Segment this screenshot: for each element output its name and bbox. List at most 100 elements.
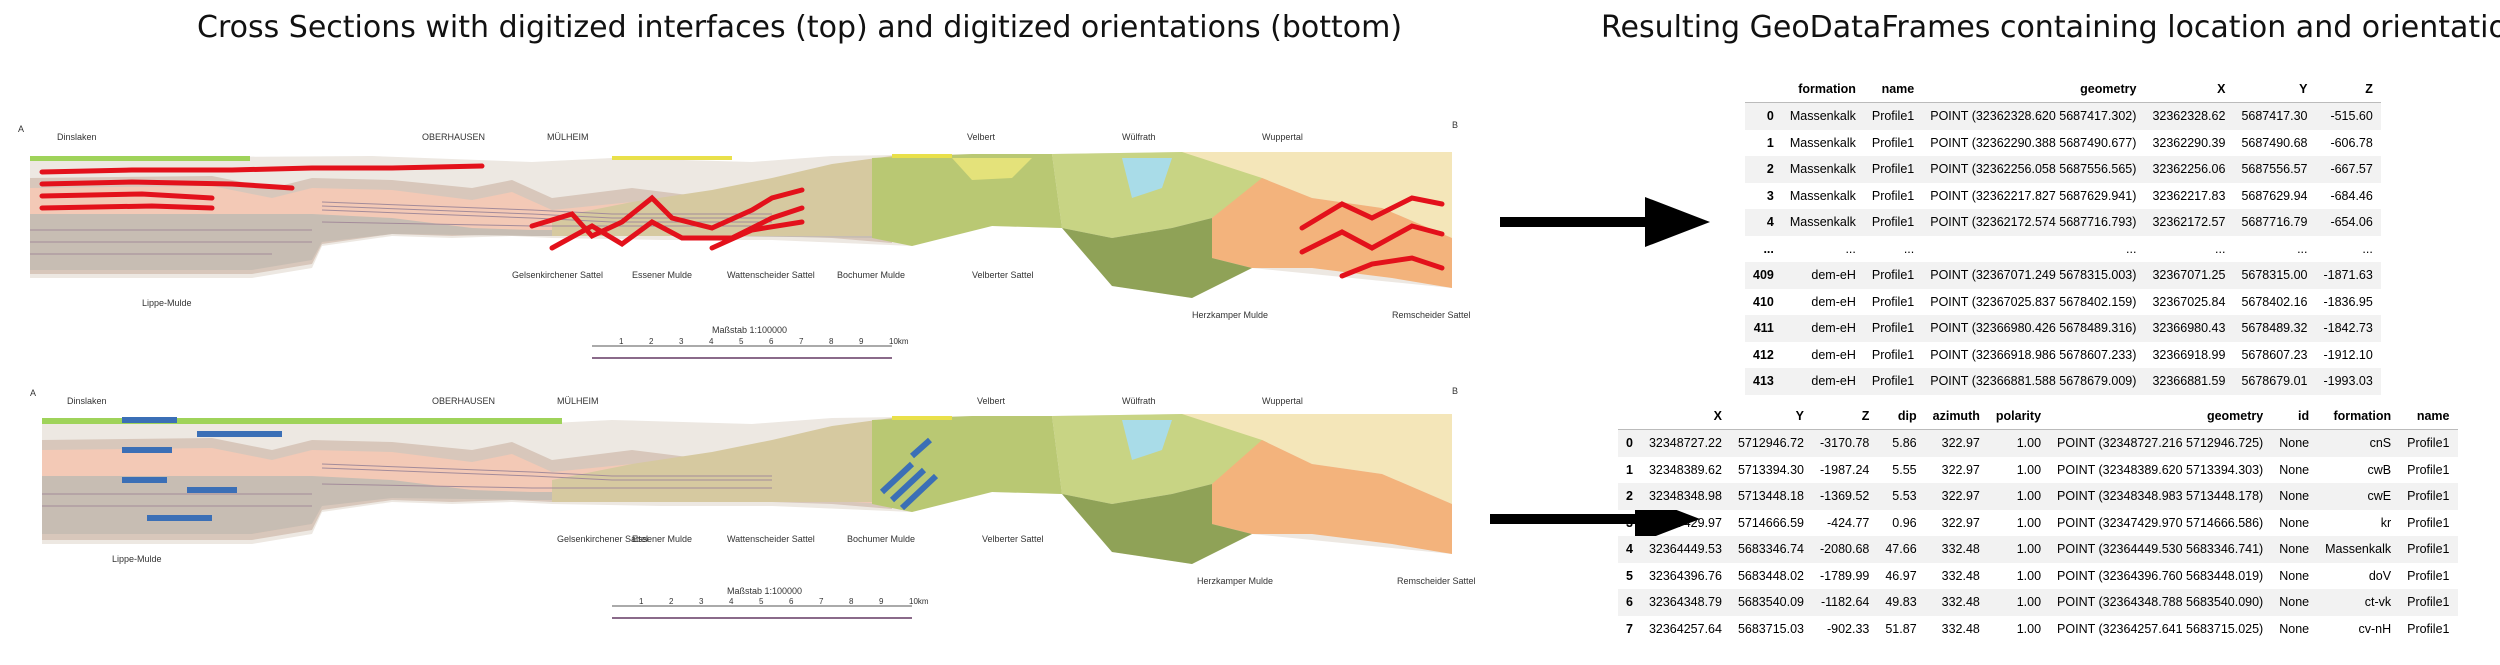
table-cell: 32362217.83 [2152,188,2226,203]
scale-tick-label: 10km [889,337,909,346]
place-label: MÜLHEIM [557,396,599,406]
row-index: 1 [1626,462,1633,477]
section-end-right: B [1452,120,1458,130]
table-cell: 5683540.09 [1729,589,1812,616]
column-header: Z [1812,403,1878,430]
table-cell: 332.48 [1941,568,1980,583]
row-index: 413 [1745,368,1782,395]
table-cell: Profile1 [2399,536,2458,563]
table-cell: cnS [2317,429,2400,457]
row-index: 2 [1618,483,1641,510]
table-cell: 32362290.39 [2152,135,2226,150]
digitized-orientations [122,417,939,521]
place-label: Wülfrath [1122,132,1156,142]
row-index: 7 [1626,621,1633,636]
table-cell: -1871.63 [2315,262,2381,289]
scale-label: Maßstab 1:100000 [712,325,787,335]
structure-label: Essener Mulde [632,270,692,280]
table-cell: POINT (32364396.760 5683448.019) [2057,568,2264,583]
table-cell: 5683715.03 [1737,621,1804,636]
table-cell: -1993.03 [2315,368,2381,395]
table-row: 2 Massenkalk Profile1 POINT (32362256.058 5… [1745,156,2381,183]
table-cell: 32364257.64 [1648,621,1722,636]
table-cell: Massenkalk [1781,102,1864,130]
table-cell: -3170.78 [1812,429,1878,457]
scale-tick-label: 3 [699,597,704,606]
table-cell: Massenkalk [2317,536,2400,563]
column-header: id [2271,403,2318,430]
table-row: 412 dem-eH Profile1 POINT (32366918.986 567… [1745,342,2381,369]
column-header: geometry [2049,403,2272,430]
scale-label: Maßstab 1:100000 [727,586,802,596]
table-cell: 332.48 [1941,621,1980,636]
table-cell: POINT (32362172.574 5687716.793) [1922,209,2145,236]
table-cell: -684.46 [2330,188,2373,203]
scale-tick-label: 8 [829,337,834,346]
table-cell: ... [2297,241,2308,256]
table-cell: ... [2362,241,2373,256]
table-cell: 5712946.72 [1729,429,1812,457]
table-cell: 49.83 [1877,589,1925,616]
table-cell: 322.97 [1924,483,1988,510]
place-label: OBERHAUSEN [432,396,495,406]
table-cell: Profile1 [1863,209,1923,236]
interfaces-geodataframe: formation name geometry X Y Z 0 Massenkalk Prof… [1745,76,2381,395]
table-cell: None [2271,536,2318,563]
table-cell: 0.96 [1892,515,1917,530]
scale-tick-label: 8 [849,597,854,606]
table-cell: 32366980.43 [2144,315,2234,342]
table-cell: ct-vk [2317,589,2400,616]
table-cell: 5713448.18 [1729,483,1812,510]
section-end-left: A [18,124,24,134]
table-cell: 5683346.74 [1729,536,1812,563]
column-header: polarity [1987,403,2050,430]
table-cell: None [2279,462,2310,477]
table-cell: -1182.64 [1812,589,1878,616]
table-cell: dem-eH [1811,347,1856,362]
table-cell: Profile1 [1863,262,1923,289]
place-label: Dinslaken [57,132,97,142]
column-header [1618,403,1641,430]
table-cell: 47.66 [1877,536,1925,563]
row-index: 5 [1626,568,1633,583]
table-row: 1 32348389.62 5713394.30 -1987.24 5.55 322.97… [1618,457,2458,484]
column-header: formation [2317,403,2400,430]
table-cell: doV [2368,568,2392,583]
table-cell: 5.53 [1877,483,1925,510]
table-row: 0 32348727.22 5712946.72 -3170.78 5.86 322.97… [1618,429,2458,457]
table-row: 413 dem-eH Profile1 POINT (32366881.588 567… [1745,368,2381,395]
table-cell: 32362328.62 [2144,102,2234,130]
table-cell: ... [1903,241,1915,256]
table-cell: POINT (32366918.986 5678607.233) [1930,347,2137,362]
scale-tick-label: 2 [649,337,654,346]
table-cell: 322.97 [1941,515,1980,530]
scale-tick-label: 9 [879,597,884,606]
right-arrow-icon [1500,193,1710,258]
table-cell: Profile1 [1871,347,1915,362]
row-index: 1 [1766,135,1774,150]
table-cell: 1.00 [1987,536,2050,563]
digitized-interfaces [39,163,1445,279]
right-heading: Resulting GeoDataFrames containing locat… [1601,10,2500,45]
table-row: 410 dem-eH Profile1 POINT (32367025.837 567… [1745,289,2381,316]
table-cell: Profile1 [1871,188,1915,203]
column-header: geometry [1922,76,2145,103]
place-label: Dinslaken [67,396,107,406]
table-cell: Massenkalk [1789,188,1856,203]
table-cell: 5714666.59 [1737,515,1804,530]
table-cell: Profile1 [2407,515,2450,530]
table-cell: Massenkalk [1781,156,1864,183]
table-cell: POINT (32364449.530 5683346.741) [2049,536,2272,563]
table-cell: 1.00 [2016,515,2042,530]
table-cell: ... [2126,241,2137,256]
scale-tick-label: 7 [819,597,824,606]
row-index: 411 [1745,315,1782,342]
table-cell: 32348348.98 [1640,483,1730,510]
scale-tick-label: 10km [909,597,929,606]
scale-tick-label: 4 [709,337,714,346]
table-row: 6 32364348.79 5683540.09 -1182.64 49.83 332.4… [1618,589,2458,616]
table-cell: 5687556.57 [2233,156,2316,183]
table-cell: Profile1 [1863,102,1923,130]
table-cell: 322.97 [1924,429,1988,457]
table-cell: Profile1 [1863,156,1923,183]
